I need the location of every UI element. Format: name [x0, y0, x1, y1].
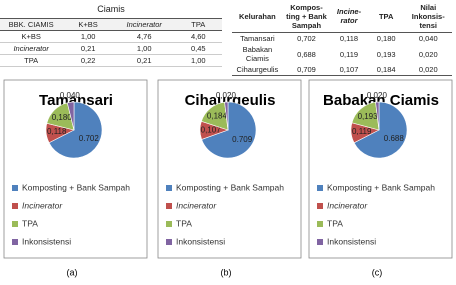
header-cell: Kelurahan: [232, 0, 283, 33]
right-table: Kelurahan Kompos-ting + Bank Sampah Incine…: [232, 0, 452, 76]
legend-label: Inkonsistensi: [327, 236, 376, 246]
data-label: 0,193: [358, 112, 379, 121]
legend-label: Komposting + Bank Sampah: [176, 182, 284, 192]
header-cell: K+BS: [62, 18, 114, 31]
legend-swatch: [12, 185, 18, 191]
legend-swatch: [317, 221, 323, 227]
cell: 0,709: [282, 64, 331, 76]
cell: 0,119: [339, 49, 359, 59]
cell: 1,00: [62, 30, 114, 43]
figure-caption: (b): [221, 267, 232, 277]
cell: 0,193: [376, 49, 396, 59]
cell: 0,45: [174, 42, 222, 55]
header-cell: Nilai Inkonsis-tensi: [404, 0, 452, 33]
cell: 1,00: [113, 42, 175, 55]
data-label: 0.688: [384, 134, 405, 143]
data-label: 0,020: [367, 91, 388, 100]
row: K+BS 1,00 4,76 4,60: [0, 30, 222, 43]
header-cell: BBK. CIAMIS: [0, 18, 63, 31]
pie-slice: [48, 101, 103, 159]
pie-slice: [375, 101, 380, 131]
legend-swatch: [166, 185, 172, 191]
data-label: 0,020: [216, 91, 237, 100]
panel: [3, 79, 148, 259]
header-cell: Incine-rator: [330, 0, 368, 33]
row: Cihaurgeulis 0,709 0,107 0,184 0,020: [232, 64, 452, 76]
cell: 0,020: [404, 64, 452, 76]
cell: 0,107: [330, 64, 368, 76]
data-label: 0,040: [60, 91, 81, 100]
figure-caption: (c): [372, 267, 383, 277]
header-cell: TPA: [174, 18, 222, 31]
legend-swatch: [166, 239, 172, 245]
cell: 0,040: [418, 34, 438, 43]
cell: 1,00: [174, 54, 222, 67]
header-cell: TPA: [367, 0, 405, 33]
chart-title: Babakan Ciamis: [323, 92, 439, 109]
legend-swatch: [317, 203, 323, 209]
pie-slice: [66, 101, 75, 131]
cell: Cihaurgeulis: [232, 64, 283, 76]
data-label: 0,184: [207, 112, 228, 121]
cell: 0,180: [376, 34, 396, 43]
figure-caption: (a): [67, 267, 78, 277]
data-label: 0,107: [201, 125, 222, 134]
cell: 0,688: [297, 49, 316, 59]
data-label: 0,180: [52, 113, 73, 122]
cell: K+BS: [0, 30, 63, 43]
legend-swatch: [12, 239, 18, 245]
cell: TPA: [0, 54, 63, 67]
legend-label: Inkonsistensi: [176, 236, 225, 246]
chart-title: Cihaurgeulis: [185, 92, 276, 109]
legend-label: TPA: [22, 218, 38, 228]
header-cell: Incinerator: [113, 18, 175, 31]
cell: 0,020: [418, 49, 438, 59]
cell: 0,21: [62, 42, 114, 55]
legend-label: Incinerator: [327, 200, 368, 210]
table-caption: Ciamis: [97, 4, 125, 14]
pie-slice: [224, 101, 229, 131]
data-label: 0,118: [47, 127, 67, 136]
pie-slice: [353, 101, 408, 159]
cell: 4,76: [113, 30, 175, 43]
legend-label: Inkonsistensi: [22, 236, 71, 246]
cell: 0,21: [113, 54, 175, 67]
legend-swatch: [12, 203, 18, 209]
row: Babakan Ciamis 0,688 0,119 0,193 0,020: [232, 44, 452, 64]
legend-label: Incinerator: [176, 200, 217, 210]
row: Incinerator 0,21 1,00 0,45: [0, 42, 222, 55]
cell: 4,60: [174, 30, 222, 43]
legend-swatch: [12, 221, 18, 227]
header-row: BBK. CIAMIS K+BS Incinerator TPA: [0, 18, 222, 31]
cell: 0,702: [297, 34, 316, 43]
chart-title: Tamansari: [39, 92, 113, 109]
data-label: 0,119: [352, 127, 372, 136]
header-row: Kelurahan Kompos-ting + Bank Sampah Incine…: [232, 0, 452, 33]
legend-label: Komposting + Bank Sampah: [327, 182, 435, 192]
legend-swatch: [317, 185, 323, 191]
left-table: BBK. CIAMIS K+BS Incinerator TPA K+BS 1,00 4,7…: [0, 18, 222, 67]
cell: Incinerator: [0, 42, 63, 55]
legend-label: TPA: [176, 218, 192, 228]
cell: 0,184: [367, 64, 405, 76]
row: Tamansari 0,702 0,118 0,180 0,040: [232, 33, 452, 45]
panel: [308, 79, 453, 259]
data-label: 0.702: [79, 134, 100, 143]
data-label: 0.709: [232, 135, 253, 144]
legend-label: TPA: [327, 218, 343, 228]
legend-swatch: [317, 239, 323, 245]
legend-swatch: [166, 221, 172, 227]
cell: Tamansari: [240, 34, 275, 43]
legend-label: Komposting + Bank Sampah: [22, 182, 130, 192]
legend-label: Incinerator: [22, 200, 63, 210]
header-cell: Kompos-ting + Bank Sampah: [282, 0, 331, 33]
cell: 0,22: [62, 54, 114, 67]
row: TPA 0,22 0,21 1,00: [0, 54, 222, 67]
legend-swatch: [166, 203, 172, 209]
panel: [157, 79, 302, 259]
cell: Babakan Ciamis: [242, 45, 273, 63]
cell: 0,118: [339, 34, 359, 43]
